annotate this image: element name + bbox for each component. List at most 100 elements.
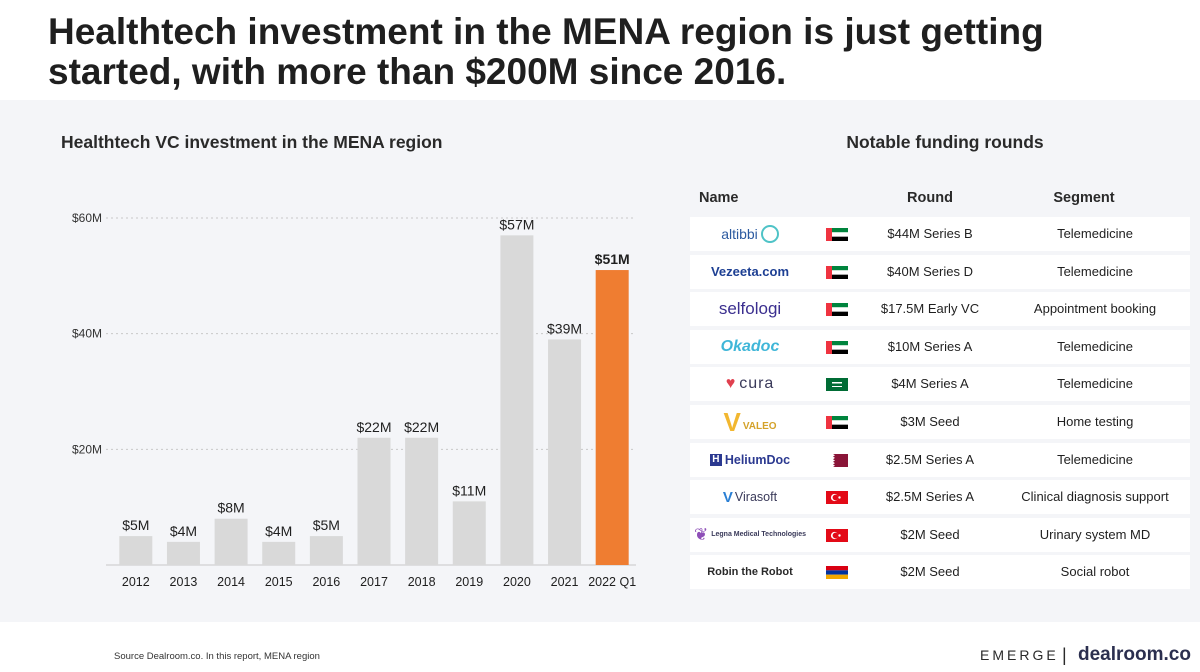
segment-value: Appointment booking	[1033, 301, 1157, 317]
bar	[119, 536, 153, 565]
saudi-flag-icon	[826, 378, 848, 392]
data-label: $22M	[356, 419, 391, 435]
okadoc-logo: Okadoc	[690, 330, 810, 364]
source-note: Source Dealroom.co. In this report, MENA…	[114, 651, 320, 662]
heliumdoc-logo: H HeliumDoc	[690, 443, 810, 477]
round-value: $2M Seed	[900, 526, 960, 542]
x-tick-label: 2021	[551, 575, 579, 589]
uae-flag-icon	[826, 265, 848, 279]
x-tick-label: 2013	[170, 575, 198, 589]
table-row: H HeliumDoc $2.5M Series A Telemedicine	[690, 442, 1190, 477]
table-row: ♥ cura $4M Series A Telemedicine	[690, 367, 1190, 402]
table-row: Robin the Robot $2M Seed Social robot	[690, 555, 1190, 590]
valeo-mark-icon: V	[723, 406, 741, 437]
leaf-mark-icon: ❦	[693, 524, 709, 544]
table-row: Vezeeta.com $40M Series D Telemedicine	[690, 254, 1190, 289]
logo-text: selfologi	[718, 299, 782, 319]
round-value: $3M Seed	[900, 413, 960, 429]
data-label: $51M	[595, 251, 630, 267]
bar-chart: $20M $40M $60M $5M 2012 $4M 2013 $8M 2014 $4M 2015…	[72, 211, 636, 589]
data-label: $5M	[313, 517, 340, 533]
segment-value: Social robot	[1060, 564, 1130, 580]
h-mark-icon: H	[709, 453, 722, 466]
table-row: selfologi $17.5M Early VC Appointment bo…	[690, 292, 1190, 327]
uae-flag-icon	[826, 340, 848, 354]
virasoft-logo: V Virasoft	[690, 480, 810, 514]
legna-logo: ❦ Legna Medical Technologies	[690, 518, 810, 552]
valeo-logo: V VALEO	[690, 405, 810, 439]
round-value: $2M Seed	[900, 564, 960, 580]
bar	[405, 437, 439, 565]
header-segment: Segment	[1053, 190, 1115, 206]
header-round: Round	[907, 190, 953, 206]
x-tick-label: 2012	[122, 575, 150, 589]
v-mark-icon: V	[722, 488, 733, 506]
x-tick-label: 2018	[408, 575, 436, 589]
bar	[309, 536, 343, 565]
round-value: $17.5M Early VC	[880, 301, 980, 317]
data-label: $4M	[170, 523, 197, 539]
robin-logo: Robin the Robot	[690, 555, 810, 589]
round-value: $2.5M Series A	[885, 489, 975, 505]
segment-value: Telemedicine	[1057, 226, 1133, 241]
segment-value: Clinical diagnosis support	[1021, 489, 1169, 505]
heart-icon: ♥	[725, 375, 736, 393]
x-tick-label: 2016	[312, 575, 340, 589]
selfologi-logo: selfologi	[690, 292, 810, 326]
x-tick-label: 2019	[455, 575, 483, 589]
bar	[357, 437, 391, 565]
segment-value: Urinary system MD	[1039, 526, 1151, 542]
header-name: Name	[699, 190, 739, 206]
turkey-flag-icon	[826, 491, 848, 505]
segment-value: Telemedicine	[1057, 263, 1133, 279]
chart-title: Healthtech VC investment in the MENA reg…	[61, 132, 443, 152]
bar	[452, 501, 486, 565]
y-tick-label: $40M	[72, 327, 102, 341]
logo-text: cura	[739, 375, 775, 393]
table-row: V Virasoft $2.5M Series A Clinical diagn…	[690, 480, 1190, 515]
headline: Healthtech investment in the MENA region…	[48, 11, 1044, 92]
segment-value: Telemedicine	[1057, 338, 1133, 354]
uae-flag-icon	[826, 303, 848, 317]
logo-mark-icon	[760, 225, 779, 243]
data-label: $57M	[499, 216, 534, 232]
table-row: Okadoc $10M Series A Telemedicine	[690, 329, 1190, 364]
altibbi-logo: altibbi	[690, 217, 810, 251]
bar	[595, 270, 629, 565]
table-row: altibbi $44M Series B Telemedicine	[690, 217, 1190, 251]
bar	[262, 541, 296, 565]
logo-text: VALEO	[742, 421, 777, 433]
logo-text: Okadoc	[720, 337, 780, 355]
qatar-flag-icon	[826, 453, 848, 467]
x-tick-label: 2014	[217, 575, 245, 589]
brand-separator: |	[1062, 645, 1067, 665]
turkey-flag-icon	[826, 528, 848, 542]
data-label: $8M	[217, 500, 244, 516]
armenia-flag-icon	[826, 566, 848, 580]
x-tick-label: 2015	[265, 575, 293, 589]
logo-text: Robin the Robot	[707, 566, 793, 579]
logo-text: altibbi	[721, 226, 758, 242]
logo-text: Vezeeta.com	[710, 264, 790, 280]
round-value: $44M Series B	[887, 226, 973, 241]
bar	[500, 235, 534, 565]
dealroom-logo: dealroom.co	[1078, 644, 1191, 665]
segment-value: Home testing	[1056, 413, 1134, 429]
emerge-logo: EMERGE	[980, 647, 1059, 663]
cura-logo: ♥ cura	[690, 367, 810, 401]
vezeeta-logo: Vezeeta.com	[690, 255, 810, 289]
x-tick-label: 2017	[360, 575, 388, 589]
x-tick-label: 2022 Q1	[588, 575, 636, 589]
data-label: $4M	[265, 523, 292, 539]
data-label: $22M	[404, 419, 439, 435]
bar	[548, 339, 582, 565]
data-label: $11M	[452, 482, 486, 498]
segment-value: Telemedicine	[1057, 376, 1133, 392]
funding-rounds-table: altibbi $44M Series B Telemedicine Vezee…	[690, 217, 1190, 593]
x-tick-label: 2020	[503, 575, 531, 589]
logo-text: Virasoft	[734, 490, 778, 505]
round-value: $4M Series A	[891, 376, 969, 392]
bar	[214, 518, 248, 565]
segment-value: Telemedicine	[1057, 451, 1133, 467]
table-row: V VALEO $3M Seed Home testing	[690, 404, 1190, 439]
